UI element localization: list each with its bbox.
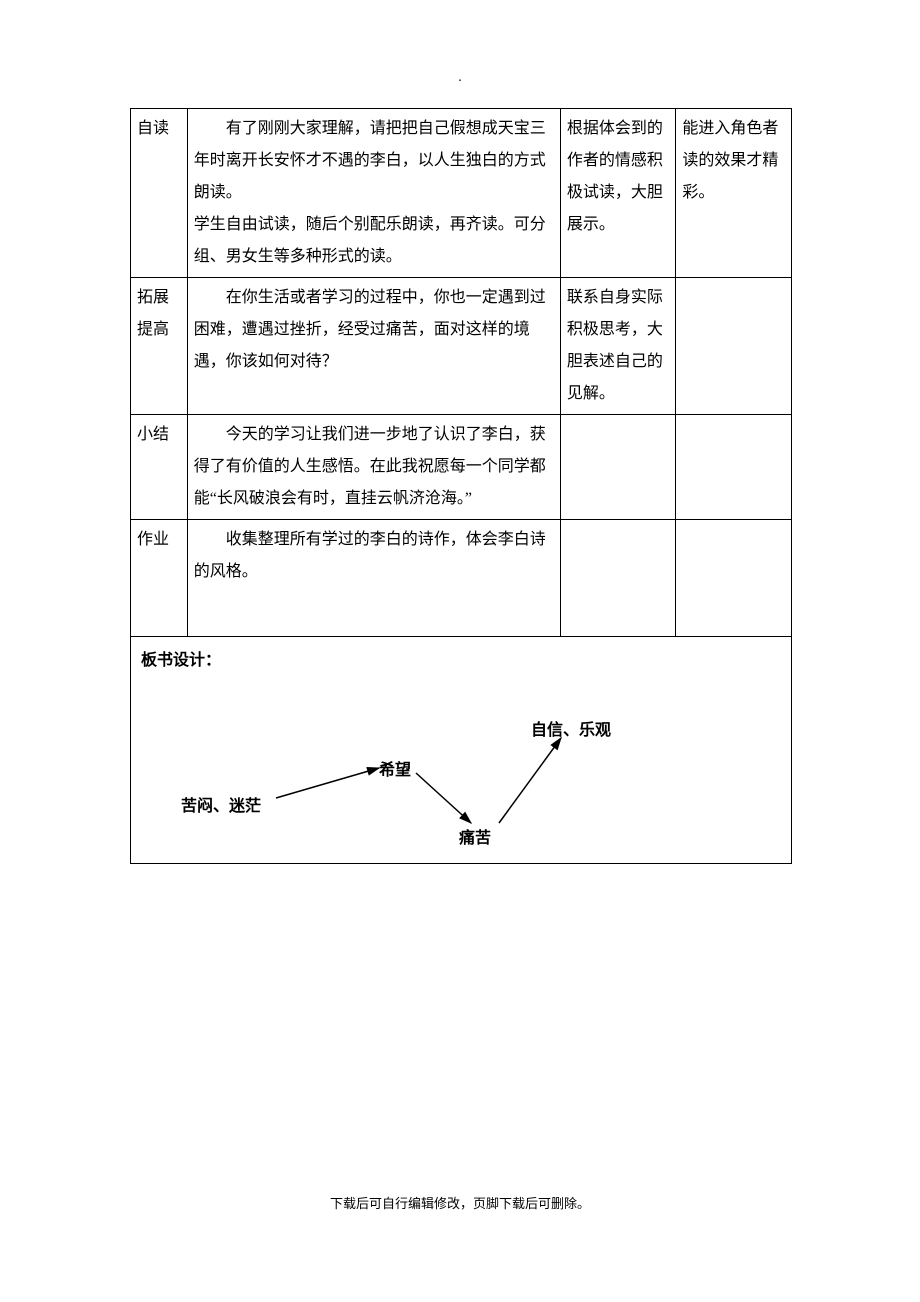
cell-student-activity (560, 415, 676, 520)
cell-section-label: 小结 (131, 415, 188, 520)
footer-note: 下载后可自行编辑修改，页脚下载后可删除。 (330, 1193, 590, 1212)
diagram-node-xiwang: 希望 (379, 755, 411, 787)
cell-section-label: 拓展提高 (131, 278, 188, 415)
board-design-row: 板书设计： 苦闷、迷茫 希望 痛苦 自信、乐观 (131, 637, 792, 864)
lesson-plan-table: 自读 有了刚刚大家理解，请把把自己假想成天宝三年时离开长安怀才不遇的李白，以人生… (130, 108, 792, 864)
diagram-edge (276, 768, 379, 798)
cell-text: 在你生活或者学习的过程中，你也一定遇到过困难，遭遇过挫折，经受过痛苦，面对这样的… (194, 282, 554, 378)
cell-teacher-activity: 有了刚刚大家理解，请把把自己假想成天宝三年时离开长安怀才不遇的李白，以人生独白的… (187, 109, 560, 278)
cell-section-label: 自读 (131, 109, 188, 278)
diagram-node-tongku: 痛苦 (459, 823, 491, 855)
table-row: 小结 今天的学习让我们进一步地了认识了李白，获得了有价值的人生感悟。在此我祝愿每… (131, 415, 792, 520)
table-row: 作业 收集整理所有学过的李白的诗作，体会李白诗的风格。 (131, 520, 792, 637)
cell-notes: 能进入角色者读的效果才精彩。 (676, 109, 792, 278)
cell-notes (676, 278, 792, 415)
diagram-edge (499, 738, 561, 823)
cell-student-activity (560, 520, 676, 637)
cell-text: 收集整理所有学过的李白的诗作，体会李白诗的风格。 (194, 524, 554, 588)
cell-section-label: 作业 (131, 520, 188, 637)
cell-teacher-activity: 收集整理所有学过的李白的诗作，体会李白诗的风格。 (187, 520, 560, 637)
table-row: 拓展提高 在你生活或者学习的过程中，你也一定遇到过困难，遭遇过挫折，经受过痛苦，… (131, 278, 792, 415)
board-design-label: 板书设计： (141, 652, 221, 669)
table-row: 自读 有了刚刚大家理解，请把把自己假想成天宝三年时离开长安怀才不遇的李白，以人生… (131, 109, 792, 278)
page-marker: . (458, 70, 462, 86)
cell-teacher-activity: 在你生活或者学习的过程中，你也一定遇到过困难，遭遇过挫折，经受过痛苦，面对这样的… (187, 278, 560, 415)
diagram-edge (416, 773, 471, 823)
cell-text: 有了刚刚大家理解，请把把自己假想成天宝三年时离开长安怀才不遇的李白，以人生独白的… (194, 113, 554, 273)
cell-student-activity: 联系自身实际积极思考，大胆表述自己的见解。 (560, 278, 676, 415)
diagram-node-kunmen: 苦闷、迷茫 (181, 791, 261, 823)
diagram-node-zixin: 自信、乐观 (531, 715, 611, 747)
cell-student-activity: 根据体会到的作者的情感积极试读，大胆展示。 (560, 109, 676, 278)
cell-text: 今天的学习让我们进一步地了认识了李白，获得了有价值的人生感悟。在此我祝愿每一个同… (194, 419, 554, 515)
cell-notes (676, 415, 792, 520)
cell-notes (676, 520, 792, 637)
board-design-cell: 板书设计： 苦闷、迷茫 希望 痛苦 自信、乐观 (131, 637, 792, 864)
cell-teacher-activity: 今天的学习让我们进一步地了认识了李白，获得了有价值的人生感悟。在此我祝愿每一个同… (187, 415, 560, 520)
board-design-diagram: 苦闷、迷茫 希望 痛苦 自信、乐观 (141, 683, 781, 853)
